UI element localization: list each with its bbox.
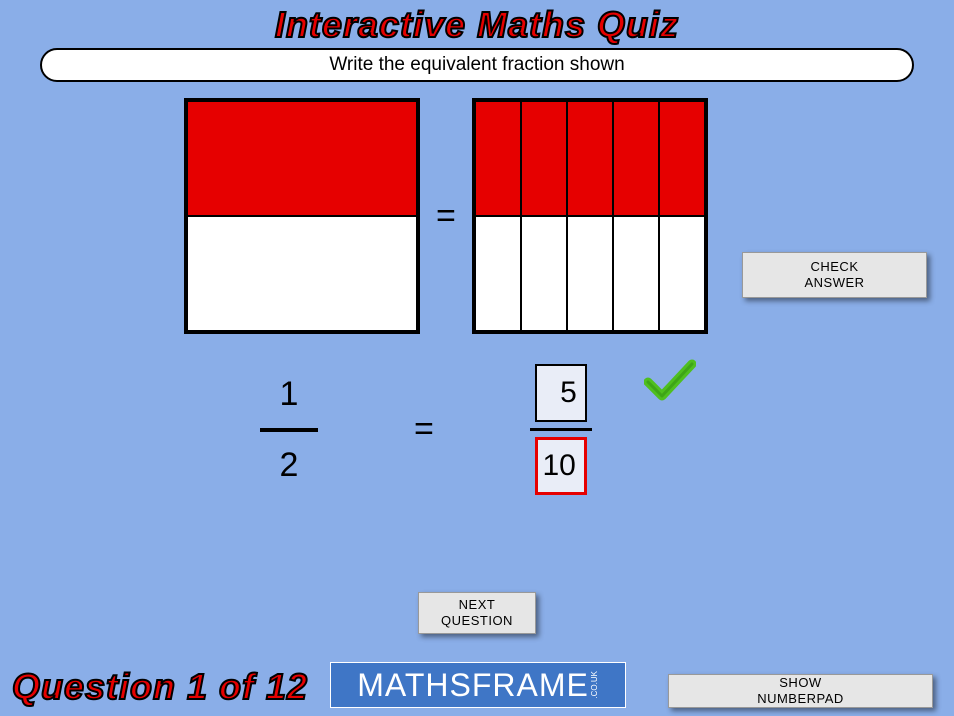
given-numerator: 1 xyxy=(280,375,299,414)
diagram-cell xyxy=(475,216,521,331)
logo-suffix: .CO.UK xyxy=(591,671,599,699)
diagram-cell xyxy=(659,101,705,216)
diagram-cell xyxy=(521,101,567,216)
fraction-diagram-left xyxy=(184,98,420,334)
diagram-cell xyxy=(659,216,705,331)
checkmark-icon xyxy=(644,358,696,404)
diagram-cell xyxy=(613,216,659,331)
equals-sign-diagram: = xyxy=(436,197,456,236)
diagram-cell xyxy=(475,101,521,216)
answer-fraction: 5 10 xyxy=(530,364,592,495)
diagram-cell xyxy=(521,216,567,331)
question-counter: Question 1 of 12 xyxy=(12,666,308,708)
check-answer-button[interactable]: CHECK ANSWER xyxy=(742,252,927,298)
diagram-cell xyxy=(613,101,659,216)
fraction-equation: 1 2 = 5 10 xyxy=(260,364,592,495)
answer-fraction-bar xyxy=(530,428,592,431)
denominator-input[interactable]: 10 xyxy=(535,437,587,495)
fraction-bar xyxy=(260,428,318,432)
mathsframe-logo: MATHSFRAME .CO.UK xyxy=(330,662,626,708)
fraction-diagram-right xyxy=(472,98,708,334)
diagram-cell xyxy=(187,101,417,216)
diagram-cell xyxy=(567,216,613,331)
next-question-button[interactable]: NEXT QUESTION xyxy=(418,592,536,634)
given-denominator: 2 xyxy=(280,446,299,485)
show-numberpad-button[interactable]: SHOW NUMBERPAD xyxy=(668,674,933,708)
diagram-cell xyxy=(567,101,613,216)
logo-text: MATHSFRAME xyxy=(357,667,589,704)
diagram-cell xyxy=(187,216,417,331)
numerator-input[interactable]: 5 xyxy=(535,364,587,422)
fraction-diagrams: = xyxy=(184,98,708,334)
equals-sign-equation: = xyxy=(414,410,434,449)
page-title: Interactive Maths Quiz xyxy=(0,4,954,46)
given-fraction: 1 2 xyxy=(260,375,318,485)
instruction-text: Write the equivalent fraction shown xyxy=(40,48,914,82)
